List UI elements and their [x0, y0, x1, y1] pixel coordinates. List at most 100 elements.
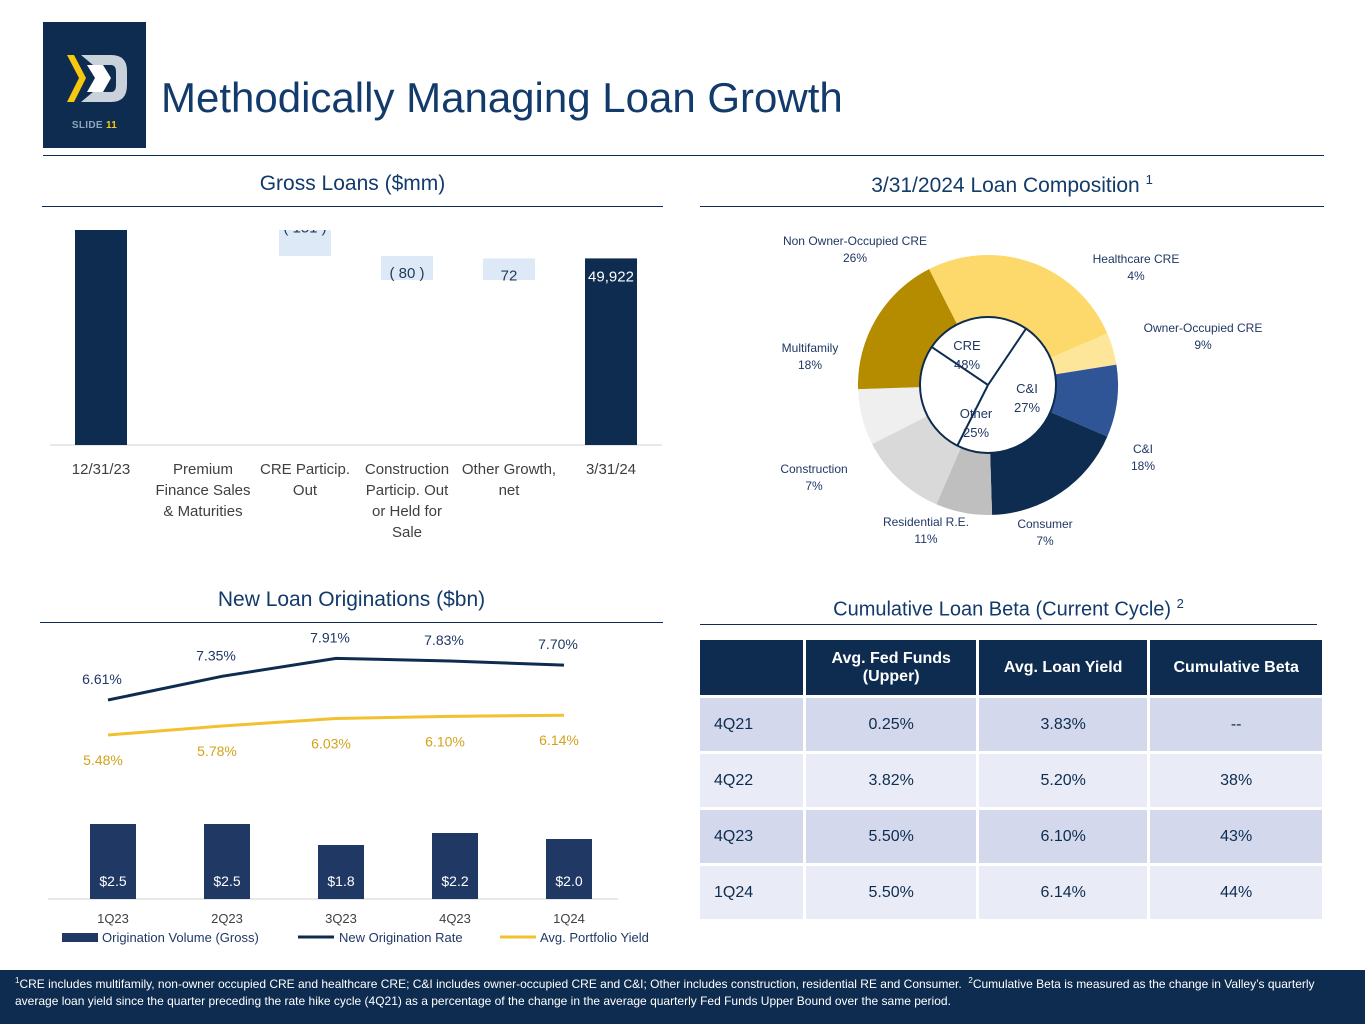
footnote-1: CRE includes multifamily, non-owner occu… [19, 977, 962, 991]
originations-rule [40, 622, 663, 623]
slide-number: SLIDE 11 [43, 120, 146, 131]
beta-table: Avg. Fed Funds (Upper) Avg. Loan Yield Cu… [697, 637, 1325, 922]
loan-composition-chart: Non Owner-Occupied CRE 26% Healthcare CRE 4… [780, 234, 1263, 548]
waterfall-data-label: 49,922 [588, 268, 634, 285]
footnote-2: Cumulative Beta is measured as the chang… [15, 977, 1315, 1008]
footnote-1-mark: 1 [15, 976, 20, 985]
waterfall-category-label: Construction Particip. Out or Held for Sale [365, 461, 449, 541]
waterfall-category-label: Other Growth, net [462, 461, 556, 499]
table-cell: -- [1150, 698, 1322, 751]
waterfall-bar [279, 230, 331, 256]
originations-category-label: 1Q24 [553, 911, 585, 926]
table-row: 1Q24 5.50% 6.14% 44% [700, 866, 1322, 919]
waterfall-category-label: CRE Particip. Out [260, 461, 350, 499]
avg-portfolio-yield-label: 6.14% [539, 732, 579, 748]
origination-volume-bar [204, 824, 250, 899]
origination-volume-label: $1.8 [327, 873, 354, 889]
new-origination-rate-label: 7.91% [310, 629, 350, 645]
slide-number-value: 11 [105, 120, 118, 131]
avg-portfolio-yield-line [107, 713, 565, 737]
waterfall-data-label: ( 151 ) [283, 230, 326, 237]
pie-inner-divider [931, 346, 989, 386]
new-origination-rate-label: 7.35% [196, 647, 236, 663]
footnote-text: 1CRE includes multifamily, non-owner occ… [15, 972, 1345, 1010]
new-origination-rate-label: 7.70% [538, 636, 578, 652]
origination-volume-bar [90, 824, 136, 899]
legend-yield-label: Avg. Portfolio Yield [540, 930, 649, 945]
composition-footnote-mark: 1 [1145, 172, 1153, 187]
originations-category-label: 4Q23 [439, 911, 471, 926]
beta-title: Cumulative Loan Beta (Current Cycle) 2 [700, 596, 1317, 622]
composition-title: 3/31/2024 Loan Composition 1 [700, 172, 1324, 198]
pie-inner-divider [987, 328, 1027, 386]
pie-slice-label: Consumer 7% [1017, 517, 1072, 548]
waterfall-data-label: ( 80 ) [389, 265, 424, 282]
beta-header-fed-funds: Avg. Fed Funds (Upper) [806, 640, 977, 695]
originations-category-label: 3Q23 [325, 911, 357, 926]
pie-slice-label: Construction 7% [780, 462, 847, 493]
new-origination-rate-line [107, 656, 565, 702]
pie-slice-label: Healthcare CRE 4% [1093, 252, 1180, 283]
slide-prefix: SLIDE [71, 120, 103, 131]
pie-slice-label: C&I 18% [1131, 442, 1155, 473]
new-origination-rate-label: 6.61% [82, 671, 122, 687]
origination-volume-label: $2.0 [555, 873, 582, 889]
table-cell: 5.20% [979, 754, 1148, 807]
table-cell: 3.83% [979, 698, 1148, 751]
table-cell: 3.82% [806, 754, 977, 807]
table-cell: 1Q24 [700, 866, 804, 919]
title-divider [43, 155, 1324, 156]
table-cell: 5.50% [806, 810, 977, 863]
origination-volume-bar [546, 839, 592, 899]
originations-title: New Loan Originations ($bn) [217, 588, 486, 611]
waterfall-category-label: 3/31/24 [586, 461, 636, 478]
table-row: 4Q21 0.25% 3.83% -- [700, 698, 1322, 751]
pie-slice-label: Non Owner-Occupied CRE 26% [783, 234, 927, 265]
table-cell: 6.10% [979, 810, 1148, 863]
beta-header-cumulative-beta: Cumulative Beta [1150, 640, 1322, 695]
legend-volume-label: Origination Volume (Gross) [102, 930, 259, 945]
waterfall-category-label: Premium Finance Sales & Maturities [155, 461, 250, 520]
pie-slice-label: Multifamily 18% [782, 341, 839, 372]
beta-title-text: Cumulative Loan Beta (Current Cycle) [833, 598, 1172, 621]
waterfall-bar [585, 258, 637, 445]
table-cell: 4Q21 [700, 698, 804, 751]
pie-slice-label: Residential R.E. 11% [883, 515, 969, 546]
gross-loans-rule [42, 206, 663, 207]
waterfall-category-label: 12/31/23 [72, 461, 130, 478]
waterfall-bar [381, 256, 433, 280]
legend-rate-label: New Origination Rate [339, 930, 463, 945]
valley-arrow-logo-icon [67, 55, 127, 102]
originations-category-label: 1Q23 [97, 911, 129, 926]
origination-volume-label: $2.5 [213, 873, 240, 889]
originations-category-label: 2Q23 [211, 911, 243, 926]
page-title: Methodically Managing Loan Growth [161, 74, 843, 121]
pie-group-label: Other 25% [960, 406, 993, 440]
waterfall-bar [483, 258, 535, 280]
table-cell: 5.50% [806, 866, 977, 919]
composition-title-text: 3/31/2024 Loan Composition [871, 174, 1140, 197]
originations-chart: $2.5 1Q23 $2.5 2Q23 $1.8 3Q23 $2.2 4Q23 $2.0 1Q24… [48, 629, 649, 945]
fed-funds-line2: (Upper) [862, 667, 920, 685]
beta-rule [700, 624, 1317, 625]
table-cell: 4Q22 [700, 754, 804, 807]
footnotes: 1CRE includes multifamily, non-owner occ… [0, 970, 1365, 1024]
beta-table-header: Avg. Fed Funds (Upper) Avg. Loan Yield Cu… [700, 640, 1322, 695]
footnote-2-mark: 2 [968, 976, 973, 985]
table-cell: 38% [1150, 754, 1322, 807]
beta-header-blank [700, 640, 804, 695]
waterfall-bar [75, 230, 127, 445]
pie-slice-label: Owner-Occupied CRE 9% [1144, 321, 1263, 352]
table-cell: 44% [1150, 866, 1322, 919]
avg-portfolio-yield-label: 6.03% [311, 736, 351, 752]
table-cell: 43% [1150, 810, 1322, 863]
origination-volume-bar [318, 845, 364, 899]
pie-group-label: C&I 27% [1014, 381, 1040, 415]
waterfall-data-label: 72 [501, 267, 518, 284]
table-row: 4Q23 5.50% 6.10% 43% [700, 810, 1322, 863]
avg-portfolio-yield-label: 6.10% [425, 733, 465, 749]
gross-loans-title: Gross Loans ($mm) [259, 172, 446, 195]
avg-portfolio-yield-label: 5.48% [83, 752, 123, 768]
origination-volume-label: $2.2 [441, 873, 468, 889]
